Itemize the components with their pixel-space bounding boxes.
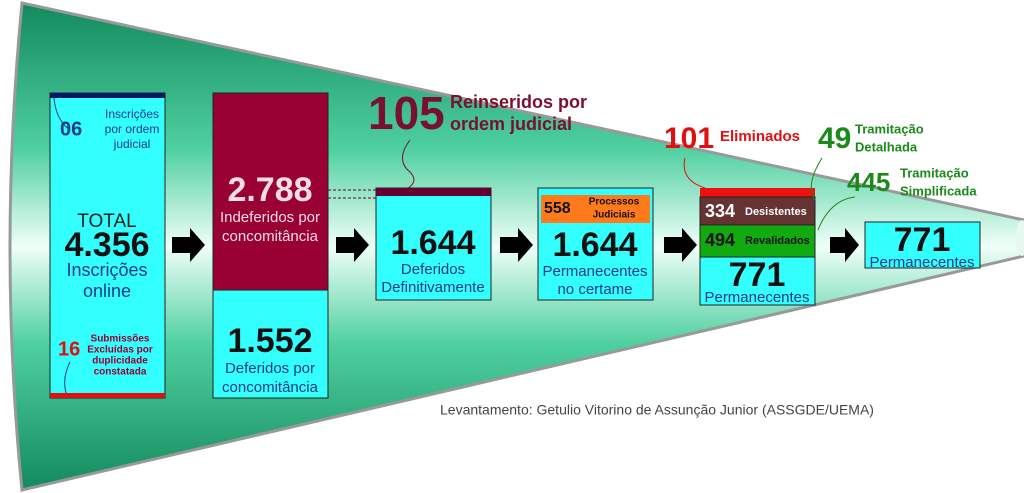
- label: concomitância: [222, 379, 319, 396]
- connector: [683, 157, 706, 189]
- number: 1.644: [390, 224, 475, 262]
- label: ordem judicial: [450, 114, 572, 134]
- number: 16: [58, 338, 80, 360]
- label: online: [83, 281, 131, 301]
- top-strip: [50, 93, 165, 98]
- label: Judiciais: [593, 210, 636, 221]
- number: 2.788: [227, 171, 312, 209]
- number: 101: [664, 122, 714, 155]
- label: Definitivamente: [381, 279, 484, 296]
- note: Submissões: [91, 334, 150, 345]
- label: Deferidos: [401, 261, 465, 278]
- note: Inscrições: [105, 107, 159, 121]
- number: 771: [729, 256, 786, 294]
- arrow: [830, 228, 859, 262]
- credit: Levantamento: Getulio Vitorino de Assunç…: [440, 402, 874, 418]
- connector: [810, 157, 823, 201]
- box-deferidos-concomitancia: [212, 289, 329, 399]
- label: Inscrições: [66, 260, 147, 280]
- arrow: [172, 228, 205, 262]
- note: judicial: [113, 137, 151, 151]
- number: 4.356: [64, 226, 149, 264]
- number: 1.552: [227, 322, 312, 360]
- label: Permanecentes: [542, 263, 647, 280]
- label: concomitância: [222, 228, 319, 245]
- number: 445: [847, 167, 890, 197]
- arrow: [500, 228, 533, 262]
- number: 334: [705, 201, 735, 221]
- arrow: [336, 228, 369, 262]
- funnel-end: [1016, 220, 1024, 256]
- label: Tramitação: [855, 121, 924, 136]
- number: 771: [894, 221, 951, 259]
- label: no certame: [557, 281, 632, 298]
- label: Processos: [589, 197, 640, 208]
- number: 49: [818, 122, 851, 155]
- arrow: [664, 228, 697, 262]
- label: Desistentes: [745, 206, 807, 218]
- label: Reinseridos por: [450, 92, 587, 112]
- label: Permanecentes: [704, 289, 809, 306]
- connector: [64, 361, 71, 394]
- box-revalidados: [699, 224, 816, 258]
- connector: [402, 139, 415, 191]
- label: Revalidados: [745, 235, 810, 247]
- label: Indeferidos por: [220, 209, 320, 226]
- note: Excluídas por: [87, 345, 153, 356]
- number: 494: [705, 230, 735, 250]
- arrows: [172, 228, 859, 262]
- label: Tramitação: [900, 165, 969, 180]
- badge: [541, 195, 650, 223]
- box-permanecentes-2: [699, 256, 816, 306]
- strip: [700, 188, 815, 197]
- strip: [376, 188, 491, 196]
- box-total: [49, 92, 166, 399]
- box-indeferidos: [212, 92, 329, 291]
- connector: [53, 97, 71, 131]
- note: duplicidade: [92, 356, 148, 367]
- box-deferidos: [375, 187, 492, 301]
- label: Simplificada: [900, 183, 977, 198]
- label: Eliminados: [720, 128, 800, 145]
- label: Deferidos por: [225, 360, 315, 377]
- note: constatada: [94, 367, 147, 378]
- note: por ordem: [105, 122, 160, 136]
- connector: [817, 196, 856, 231]
- label: TOTAL: [77, 211, 136, 232]
- label: Permanecentes: [869, 254, 974, 271]
- number: 105: [368, 87, 445, 139]
- number: 06: [60, 118, 82, 140]
- number: 1.644: [552, 226, 637, 264]
- number: 558: [544, 200, 571, 217]
- bottom-strip: [50, 393, 165, 398]
- label: Detalhada: [855, 139, 918, 154]
- box-final: [864, 221, 981, 269]
